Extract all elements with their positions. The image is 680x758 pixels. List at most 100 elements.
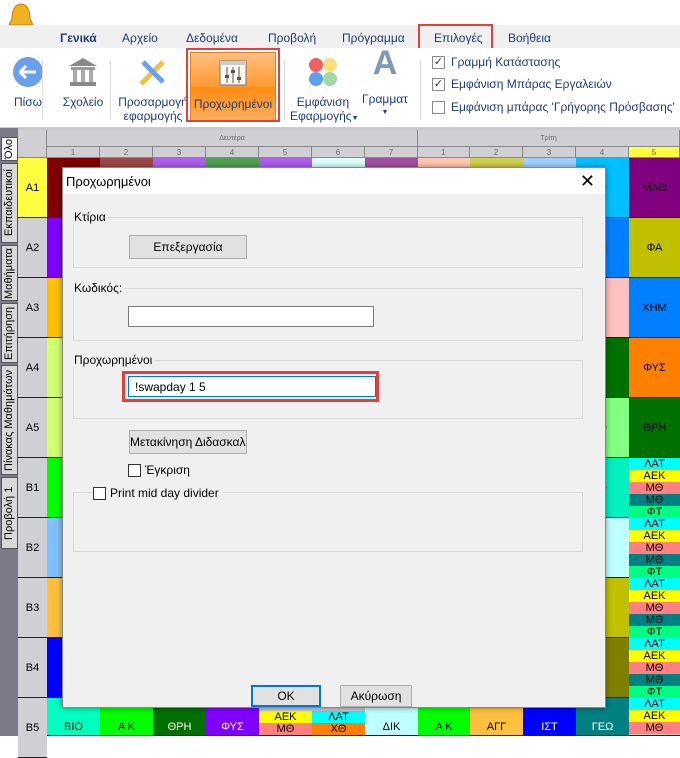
tab-options[interactable]: Επιλογές (434, 31, 483, 45)
row-header[interactable]: A4 (18, 338, 47, 398)
lesson-item[interactable]: ΛΑΤ (629, 518, 680, 530)
lesson-item[interactable]: ΛΑΤ (629, 458, 680, 470)
row-header[interactable]: A3 (18, 278, 47, 338)
lesson-cell[interactable]: ΧΗΜ (629, 278, 680, 338)
lesson-item[interactable]: ΑΕΚ (629, 530, 680, 542)
school-button[interactable]: Σχολείο (60, 56, 106, 109)
ok-button[interactable]: OK (251, 685, 321, 707)
lesson-item[interactable]: ΑΕΚ (629, 470, 680, 482)
dialog-title: Προχωρημένοι (66, 174, 151, 189)
dialog-title-bar: Προχωρημένοι (63, 168, 605, 194)
print-divider-checkbox[interactable]: Print mid day divider (93, 486, 223, 500)
tab-view[interactable]: Προβολή (268, 31, 317, 45)
side-tab[interactable]: Πίνακας Μαθημάτων (1, 365, 18, 475)
customize-app-button[interactable]: Προσαρμογή εφαρμογής (118, 56, 188, 123)
lesson-item[interactable]: ΜΘ (629, 674, 680, 686)
lesson-cell[interactable]: ΘΡΗ (629, 398, 680, 458)
back-button[interactable]: Πίσω (10, 56, 46, 109)
lesson-stack[interactable]: ΛΑΤ ΑΕΚ ΜΘ (629, 698, 680, 736)
row-header[interactable]: A2 (18, 218, 47, 278)
period-header[interactable]: 1 (47, 147, 100, 158)
edit-button[interactable]: Επεξεργασία (129, 235, 247, 259)
lesson-stack[interactable]: ΛΑΤ ΑΕΚ ΜΘ ΜΘ ΦΤ (629, 578, 680, 638)
quick-access-checkbox[interactable]: Εμφάνιση μπάρας 'Γρήγορης Πρόσβασης' (432, 100, 675, 114)
period-header[interactable]: 1 (418, 147, 470, 158)
advanced-button[interactable]: Προχωρημένοι (190, 52, 276, 122)
move-teachers-button[interactable]: Μετακίνηση Διδασκαλιών (129, 430, 247, 454)
lesson-stack[interactable]: ΛΑΤ ΑΕΚ ΜΘ ΜΘ ΦΤ (629, 458, 680, 518)
code-legend: Κωδικός: (74, 281, 123, 295)
lesson-stack[interactable]: ΑΕΚ ΜΘ (259, 698, 312, 736)
period-header[interactable]: 7 (365, 147, 418, 158)
lesson-cell[interactable]: ΜΑΘ (629, 158, 680, 218)
tab-schedule[interactable]: Πρόγραμμα (342, 31, 405, 45)
lesson-item[interactable]: ΑΕΚ (629, 590, 680, 602)
lesson-item[interactable]: ΜΘ (629, 602, 680, 614)
row-header[interactable]: A5 (18, 398, 47, 458)
advanced-label: Προχωρημένοι (193, 97, 273, 111)
lesson-item[interactable]: ΛΑΤ (629, 578, 680, 590)
period-header[interactable]: 2 (470, 147, 523, 158)
side-tab[interactable]: Επιτήρηση (1, 303, 18, 363)
print-divider-group (73, 492, 583, 552)
lesson-item[interactable]: ΛΑΤ (629, 638, 680, 650)
row-header[interactable]: B1 (18, 458, 47, 518)
side-tab[interactable]: Όλο (1, 137, 18, 161)
lesson-item[interactable]: ΑΕΚ (629, 650, 680, 662)
side-tab[interactable]: Προβολή 1 (1, 477, 18, 549)
tab-general[interactable]: Γενικά (60, 31, 97, 45)
period-header[interactable]: 5 (259, 147, 312, 158)
period-header[interactable]: 3 (153, 147, 206, 158)
fonts-button[interactable]: A Γραμματ ▼ (360, 46, 410, 120)
period-header[interactable]: 5 (629, 147, 680, 158)
lesson-item[interactable]: ΜΘ (629, 614, 680, 626)
row-header[interactable]: B4 (18, 638, 47, 698)
lesson-item[interactable]: ΦΤ (629, 626, 680, 638)
lesson-item[interactable]: ΜΘ (259, 723, 312, 735)
period-header[interactable]: 3 (523, 147, 576, 158)
period-header[interactable]: 4 (206, 147, 259, 158)
period-header[interactable]: 6 (312, 147, 365, 158)
lesson-stack[interactable]: ΛΑΤ ΑΕΚ ΜΘ ΜΘ ΦΤ (629, 638, 680, 698)
tab-help[interactable]: Βοήθεια (508, 31, 551, 45)
lesson-item[interactable]: ΜΘ (629, 494, 680, 506)
cancel-button[interactable]: Ακύρωση (340, 685, 412, 707)
lesson-cell[interactable]: ΦΑ (629, 218, 680, 278)
row-header[interactable]: B5 (18, 698, 47, 758)
lesson-item[interactable]: ΧΘ (312, 723, 365, 735)
lesson-stack[interactable]: ΛΑΤ ΧΘ (312, 698, 365, 736)
code-input[interactable] (128, 306, 374, 327)
lesson-cell[interactable]: ΦΥΣ (629, 338, 680, 398)
lesson-item[interactable]: ΜΘ (629, 542, 680, 554)
tab-file[interactable]: Αρχείο (122, 31, 158, 45)
highlight-box (122, 371, 379, 402)
lesson-item[interactable]: ΜΘ (629, 662, 680, 674)
advanced-command-input[interactable]: !swapday 1 5 (128, 376, 376, 397)
approval-label: Έγκριση (145, 463, 190, 477)
row-header[interactable]: B3 (18, 578, 47, 638)
tab-data[interactable]: Δεδομένα (186, 31, 238, 45)
row-header[interactable]: B2 (18, 518, 47, 578)
lesson-item[interactable]: ΑΕΚ (259, 711, 312, 723)
toolbar-checkbox[interactable]: ✓ Εμφάνιση Μπάρας Εργαλειών (432, 77, 612, 91)
lesson-item[interactable]: ΜΘ (629, 482, 680, 494)
lesson-item[interactable]: ΑΕΚ (629, 710, 680, 722)
lesson-item[interactable]: ΜΘ (629, 722, 680, 734)
side-tab[interactable]: Εκπαιδευτικοί (1, 163, 18, 243)
lesson-item[interactable]: ΦΤ (629, 686, 680, 698)
lesson-stack[interactable]: ΛΑΤ ΑΕΚ ΜΘ ΜΘ ΦΤ (629, 518, 680, 578)
appearance-button[interactable]: Εμφάνιση Εφαρμογής▼ (290, 56, 359, 126)
period-header[interactable]: 2 (100, 147, 153, 158)
lesson-item[interactable]: ΦΤ (629, 566, 680, 578)
row-header[interactable]: A1 (18, 158, 47, 218)
lesson-item[interactable]: ΜΘ (629, 554, 680, 566)
close-icon[interactable]: ✕ (579, 171, 595, 191)
side-tab[interactable]: Μαθήματα (1, 245, 18, 301)
lesson-item[interactable]: ΛΑΤ (312, 711, 365, 723)
status-bar-checkbox[interactable]: ✓ Γραμμή Κατάστασης (432, 55, 560, 69)
period-header[interactable]: 4 (576, 147, 629, 158)
approval-checkbox[interactable]: Έγκριση (128, 463, 190, 477)
color-circles-icon (309, 58, 337, 86)
lesson-item[interactable]: ΦΤ (629, 506, 680, 518)
lesson-item[interactable]: ΛΑΤ (629, 698, 680, 710)
